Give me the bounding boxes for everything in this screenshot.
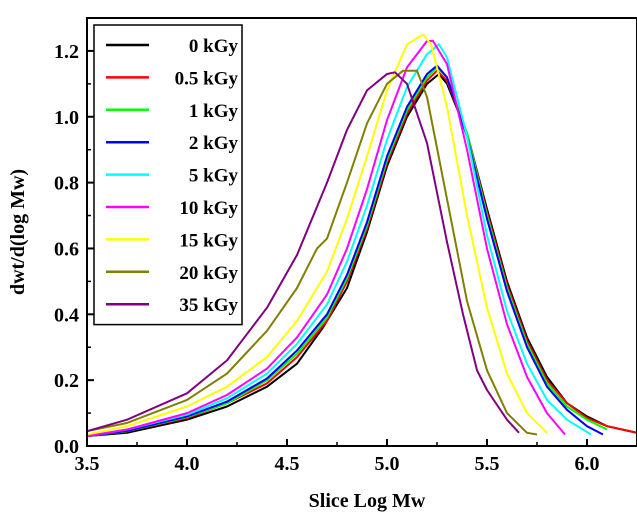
y-tick-label: 1.0	[54, 107, 79, 129]
x-tick-label: 5.0	[375, 453, 400, 475]
legend-label: 35 kGy	[179, 295, 238, 316]
legend-label: 2 kGy	[189, 133, 239, 154]
y-tick-label: 0.0	[54, 436, 79, 458]
plot-frame	[86, 17, 637, 447]
y-tick-label: 0.8	[54, 173, 79, 195]
legend-label: 5 kGy	[189, 166, 239, 187]
x-tick-label: 4.5	[275, 453, 300, 475]
x-tick-label: 5.5	[475, 453, 500, 475]
plot-lines	[86, 33, 637, 438]
series-line-0	[86, 73, 637, 438]
legend-label: 15 kGy	[179, 230, 238, 251]
x-tick-label: 4.0	[175, 453, 200, 475]
series-line-6	[86, 33, 548, 436]
series-line-7	[86, 69, 538, 436]
x-tick-label: 3.5	[75, 453, 100, 475]
series-line-2	[86, 66, 608, 438]
x-axis-label: Slice Log Mw	[309, 490, 426, 512]
series-line-1	[86, 69, 637, 438]
series-line-3	[86, 64, 604, 438]
y-tick-label: 0.2	[54, 370, 79, 392]
y-axis-label: dwt/d(log Mw)	[7, 169, 29, 295]
axes: 3.5 4.0 4.5 5.0 5.5 6.0 0.0 0.2 0.4 0.6 0.8 1.0 1.2	[54, 41, 600, 475]
legend: 0 kGy 0.5 kGy 1 kGy 2 kGy 5 kGy 10 kGy 15 kGy 2…	[93, 24, 243, 326]
y-tick-label: 1.2	[54, 41, 79, 63]
legend-label: 20 kGy	[179, 263, 238, 284]
legend-label: 1 kGy	[189, 101, 239, 122]
y-tick-label: 0.6	[54, 238, 79, 260]
legend-label: 0 kGy	[189, 36, 239, 57]
series-line-5	[86, 40, 566, 438]
y-tick-label: 0.4	[54, 304, 79, 326]
series-line-8	[86, 71, 520, 434]
series-line-4	[86, 43, 592, 438]
x-tick-label: 6.0	[575, 453, 600, 475]
legend-label: 10 kGy	[179, 198, 238, 219]
legend-label: 0.5 kGy	[175, 68, 239, 89]
